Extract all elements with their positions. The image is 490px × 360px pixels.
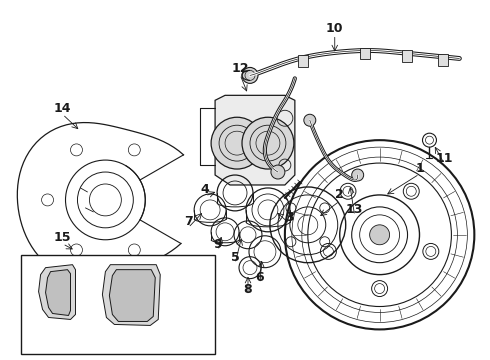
Text: 2: 2 — [335, 188, 344, 202]
Circle shape — [271, 165, 285, 179]
Polygon shape — [46, 270, 71, 315]
Circle shape — [242, 67, 258, 84]
Text: 6: 6 — [256, 271, 264, 284]
Text: 10: 10 — [326, 22, 343, 35]
Text: 5: 5 — [231, 251, 240, 264]
Bar — [360, 48, 369, 59]
Polygon shape — [39, 265, 75, 319]
Text: 7: 7 — [184, 215, 193, 228]
Circle shape — [352, 169, 364, 181]
Text: 12: 12 — [231, 62, 249, 75]
Bar — [21, 255, 215, 354]
Circle shape — [211, 117, 263, 169]
Text: 8: 8 — [244, 283, 252, 296]
Circle shape — [369, 225, 390, 245]
Polygon shape — [215, 95, 295, 185]
Text: 13: 13 — [346, 203, 364, 216]
Polygon shape — [102, 265, 160, 325]
Bar — [402, 50, 412, 62]
Bar — [438, 54, 448, 66]
Text: 1: 1 — [415, 162, 424, 175]
Text: 4: 4 — [201, 184, 210, 197]
Text: 9: 9 — [214, 238, 222, 251]
Text: 14: 14 — [54, 102, 71, 115]
Polygon shape — [109, 270, 155, 321]
Circle shape — [242, 117, 294, 169]
Text: 11: 11 — [436, 152, 453, 165]
Bar — [298, 55, 308, 67]
Circle shape — [304, 114, 316, 126]
Text: 15: 15 — [54, 231, 71, 244]
Text: 3: 3 — [286, 211, 294, 224]
